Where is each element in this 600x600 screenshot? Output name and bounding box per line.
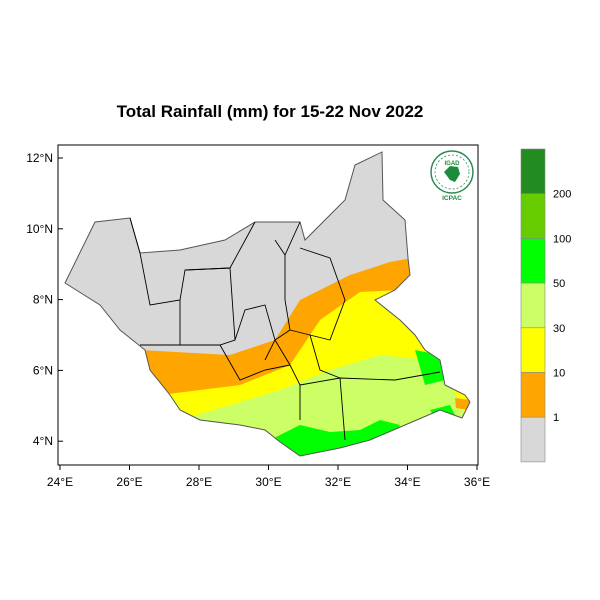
icpac-logo: IGAD ICPAC — [430, 150, 474, 202]
lon-axis: 24°E 26°E 28°E 30°E 32°E 34°E 36°E — [47, 465, 490, 489]
svg-text:IGAD: IGAD — [445, 161, 461, 167]
africa-icon — [444, 166, 460, 182]
legend-swatch — [520, 282, 546, 329]
lat-tick-label: 6°N — [33, 363, 53, 377]
svg-text:ICPAC: ICPAC — [442, 195, 462, 202]
legend-label: 200 — [553, 189, 571, 201]
legend-swatch — [520, 416, 546, 463]
legend-label: 1 — [553, 412, 559, 424]
lat-tick-label: 10°N — [26, 222, 53, 236]
map-title: Total Rainfall (mm) for 15-22 Nov 2022 — [116, 102, 424, 121]
lon-tick-label: 24°E — [47, 475, 73, 489]
legend-swatch — [520, 193, 546, 239]
legend-label: 100 — [553, 233, 571, 245]
legend-colorbar: 200 100 50 30 10 1 — [520, 148, 571, 463]
lon-tick-label: 34°E — [394, 475, 420, 489]
lon-tick-label: 32°E — [325, 475, 351, 489]
lat-axis: 12°N 10°N 8°N 6°N 4°N — [26, 151, 63, 448]
lat-tick-label: 8°N — [33, 293, 53, 307]
legend-swatch — [520, 238, 546, 284]
lat-tick-label: 4°N — [33, 434, 53, 448]
legend-label: 30 — [553, 323, 565, 335]
zone-50-100mm — [270, 420, 400, 456]
lat-tick-label: 12°N — [26, 151, 53, 165]
lon-tick-label: 36°E — [464, 475, 490, 489]
legend-swatch — [520, 148, 546, 195]
legend-label: 50 — [553, 278, 565, 290]
lon-tick-label: 26°E — [116, 475, 142, 489]
state-boundaries — [129, 217, 441, 441]
rainfall-fill — [65, 152, 470, 456]
legend-swatch — [520, 327, 546, 373]
lon-tick-label: 30°E — [255, 475, 281, 489]
lon-tick-label: 28°E — [186, 475, 212, 489]
legend-swatch — [520, 372, 546, 418]
legend-label: 10 — [553, 368, 565, 380]
